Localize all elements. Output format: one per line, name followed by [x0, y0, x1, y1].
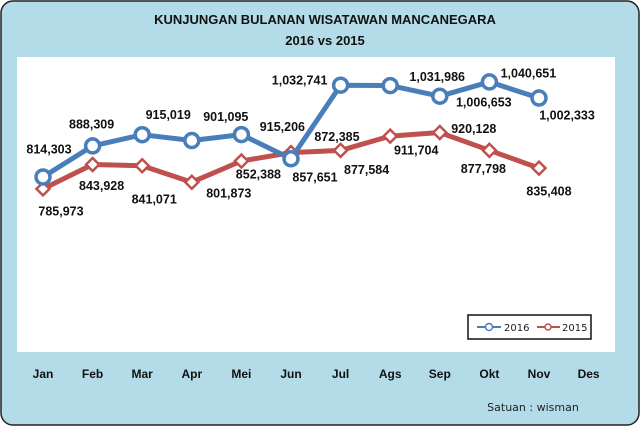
legend-marker-2015 [544, 323, 552, 331]
data-label-2015-Sep: 920,128 [451, 122, 496, 136]
x-tick-Mei: Mei [231, 367, 251, 381]
plot-area [17, 57, 615, 352]
data-point-2015-Jul [332, 142, 349, 159]
data-label-2015-Jul: 877,584 [344, 163, 389, 177]
series-2016 [34, 73, 548, 186]
data-label-2015-Apr: 801,873 [206, 187, 251, 201]
legend-marker-2016 [484, 322, 494, 332]
data-label-2015-Jun: 872,385 [314, 130, 359, 144]
unit-note: Satuan : wisman [487, 401, 579, 414]
data-point-2015-Sep [431, 124, 449, 141]
x-tick-Okt: Okt [479, 367, 499, 381]
x-tick-Des: Des [578, 367, 600, 381]
data-label-2016-Ags: 1,031,986 [409, 70, 465, 84]
data-point-2016-Mar [133, 125, 151, 144]
x-tick-Ags: Ags [379, 367, 402, 381]
data-label-2015-Jan: 785,973 [38, 204, 83, 218]
data-label-2016-Mar: 915,019 [146, 108, 191, 122]
x-tick-Jul: Jul [332, 367, 349, 381]
data-point-2016-Apr [183, 131, 201, 150]
data-labels: 785,973 843,928 841,071 801,873 852,388 872,3… [26, 66, 594, 218]
data-label-2016-Sep: 1,006,653 [456, 96, 512, 110]
data-label-2016-Jan: 814,303 [26, 142, 71, 156]
data-point-2016-Ags [381, 76, 399, 95]
data-label-2016-Apr: 901,095 [203, 110, 248, 124]
data-point-2015-Apr [183, 173, 201, 191]
x-tick-Sep: Sep [429, 367, 451, 381]
data-label-2016-Jul: 1,032,741 [272, 74, 328, 88]
data-point-2015-Mei [233, 152, 250, 170]
x-axis-ticks: Jan Feb Mar Apr Mei Jun Jul Ags Sep Okt Nov Des [33, 367, 600, 381]
data-point-2015-Mar [133, 157, 151, 175]
data-point-2015-Jan [34, 180, 52, 198]
data-point-2015-Feb [84, 156, 101, 173]
legend-label-2015: 2015 [562, 323, 587, 334]
data-point-2016-Okt [480, 73, 499, 91]
data-label-2016-Nov: 1,002,333 [539, 109, 595, 123]
data-point-2016-Mei [232, 125, 251, 144]
data-label-2015-Nov: 835,408 [526, 185, 571, 199]
data-point-2016-Feb [83, 137, 102, 155]
data-point-2016-Nov [530, 89, 548, 107]
chart-title: KUNJUNGAN BULANAN WISATAWAN MANCANEGARA [154, 12, 496, 27]
x-tick-Apr: Apr [181, 367, 202, 381]
data-label-2016-Jun: 857,651 [292, 170, 337, 184]
data-point-2015-Nov [530, 159, 548, 177]
x-tick-Mar: Mar [132, 367, 154, 381]
data-label-2015-Ags: 911,704 [394, 144, 439, 158]
data-label-2015-Mar: 841,071 [132, 192, 177, 206]
x-tick-Nov: Nov [528, 367, 551, 381]
data-point-2015-Okt [481, 142, 498, 159]
data-point-2016-Jun [282, 150, 300, 168]
x-tick-Jan: Jan [33, 367, 54, 381]
x-tick-Jun: Jun [280, 367, 301, 381]
data-label-2015-Feb: 843,928 [79, 179, 124, 193]
chart-subtitle: 2016 vs 2015 [285, 33, 365, 48]
data-point-2016-Jul [331, 76, 350, 94]
data-label-2016-Feb: 888,309 [69, 117, 114, 131]
data-point-2016-Sep [431, 87, 449, 105]
x-tick-Feb: Feb [82, 367, 103, 381]
data-label-2015-Mei: 852,388 [236, 167, 281, 181]
data-label-2015-Okt: 877,798 [461, 162, 506, 176]
legend-label-2016: 2016 [504, 323, 529, 334]
data-label-2016-Okt: 1,040,651 [501, 66, 557, 80]
series-layer [34, 73, 548, 198]
series-2015 [34, 124, 548, 198]
data-point-2015-Ags [381, 127, 399, 145]
data-point-2016-Jan [34, 168, 52, 186]
legend: 2016 2015 [467, 314, 592, 340]
data-label-2016-Mei: 915,206 [260, 120, 305, 134]
